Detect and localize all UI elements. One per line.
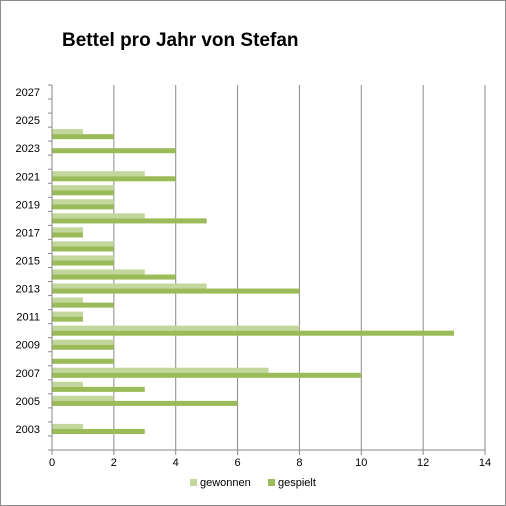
x-tick-label-10: 10 — [355, 457, 367, 469]
y-tick-label-2009: 2009 — [16, 340, 40, 352]
y-tick-label-2007: 2007 — [16, 368, 40, 380]
bar-gespielt-2017 — [52, 232, 83, 238]
bar-gespielt-2018 — [52, 218, 207, 224]
y-tick-label-2015: 2015 — [16, 255, 40, 267]
chart-title: Bettel pro Jahr von Stefan — [62, 30, 299, 51]
bar-gespielt-2020 — [52, 190, 114, 196]
y-tick-label-2013: 2013 — [16, 284, 40, 296]
bar-gespielt-2021 — [52, 176, 176, 182]
bar-gewonnen-2015 — [52, 255, 114, 261]
bar-gewonnen-2011 — [52, 311, 83, 317]
bars — [52, 129, 455, 434]
bar-gewonnen-2007 — [52, 367, 269, 373]
bar-gespielt-2023 — [52, 148, 176, 154]
y-tick-label-2005: 2005 — [16, 396, 40, 408]
bar-gespielt-2009 — [52, 344, 114, 350]
bar-gewonnen-2003 — [52, 423, 83, 429]
bar-gespielt-2024 — [52, 134, 114, 140]
y-tick-label-2027: 2027 — [16, 87, 40, 99]
bar-gewonnen-2006 — [52, 381, 83, 387]
bar-gespielt-2013 — [52, 288, 300, 294]
bar-gewonnen-2016 — [52, 241, 114, 247]
x-tick-label-2: 2 — [111, 457, 117, 469]
bar-gewonnen-2009 — [52, 339, 114, 345]
bar-gewonnen-2021 — [52, 171, 145, 177]
y-tick-label-2025: 2025 — [16, 115, 40, 127]
y-tick-label-2017: 2017 — [16, 227, 40, 239]
bar-gewonnen-2020 — [52, 185, 114, 191]
x-tick-label-0: 0 — [49, 457, 55, 469]
bar-gewonnen-2013 — [52, 283, 207, 289]
bar-gewonnen-2014 — [52, 269, 145, 275]
x-tick-label-6: 6 — [235, 457, 241, 469]
legend-swatch-gespielt — [268, 479, 275, 486]
grid-lines — [113, 85, 486, 450]
bar-gespielt-2006 — [52, 386, 145, 392]
bar-gespielt-2008 — [52, 358, 114, 364]
bar-gespielt-2011 — [52, 316, 83, 322]
bar-gespielt-2007 — [52, 372, 362, 378]
bar-gespielt-2005 — [52, 400, 238, 406]
legend-swatch-gewonnen — [190, 479, 197, 486]
x-tick-label-12: 12 — [417, 457, 429, 469]
legend-label-gewonnen: gewonnen — [200, 477, 251, 489]
legend: gewonnen gespielt — [190, 477, 316, 489]
bar-gespielt-2003 — [52, 428, 145, 434]
y-tick-label-2021: 2021 — [16, 171, 40, 183]
legend-label-gespielt: gespielt — [278, 477, 316, 489]
y-tick-label-2003: 2003 — [16, 424, 40, 436]
y-tick-label-2023: 2023 — [16, 143, 40, 155]
x-tick-label-4: 4 — [173, 457, 179, 469]
bar-gespielt-2016 — [52, 246, 114, 252]
bar-gewonnen-2010 — [52, 325, 300, 331]
y-tick-label-2019: 2019 — [16, 199, 40, 211]
bar-gewonnen-2024 — [52, 129, 83, 135]
bar-gespielt-2010 — [52, 330, 455, 336]
x-tick-label-14: 14 — [479, 457, 491, 469]
bar-gewonnen-2005 — [52, 395, 114, 401]
bar-gewonnen-2019 — [52, 199, 114, 205]
bar-gewonnen-2018 — [52, 213, 145, 219]
y-tick-label-2011: 2011 — [16, 312, 40, 324]
axes: 0 2 4 6 8 10 12 14 2003 2005 2007 2009 2011 2013 2015 2… — [16, 84, 491, 469]
bar-gewonnen-2017 — [52, 227, 83, 233]
bar-gewonnen-2012 — [52, 297, 83, 303]
bar-gespielt-2012 — [52, 302, 114, 308]
x-tick-label-8: 8 — [296, 457, 302, 469]
bar-gespielt-2015 — [52, 260, 114, 266]
bar-gespielt-2014 — [52, 274, 176, 280]
bar-gespielt-2019 — [52, 204, 114, 210]
